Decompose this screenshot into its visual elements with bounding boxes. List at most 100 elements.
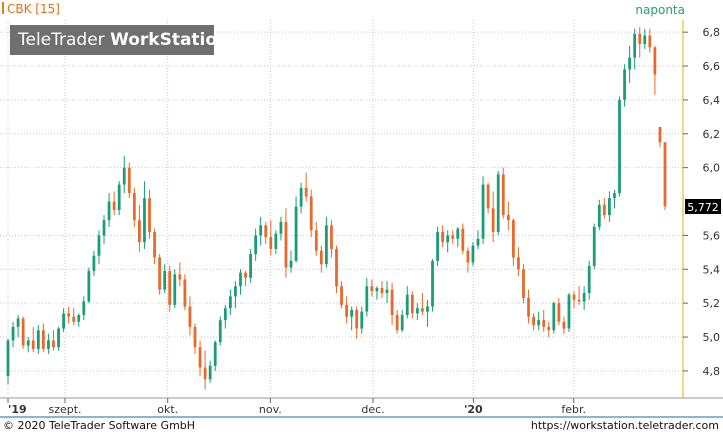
candle-body: [319, 250, 323, 265]
candle: [461, 223, 465, 255]
candle: [542, 309, 546, 332]
candle-body: [537, 320, 541, 326]
candle-body: [380, 287, 384, 293]
candle: [279, 216, 283, 241]
candle: [254, 228, 258, 261]
candle-body: [11, 326, 15, 341]
candle: [385, 281, 389, 304]
candle-body: [370, 286, 374, 292]
candle-body: [441, 232, 445, 243]
candle: [582, 286, 586, 310]
candle-body: [486, 184, 490, 209]
candle: [239, 269, 242, 295]
candle-body: [415, 308, 419, 314]
candle: [203, 350, 207, 390]
candle: [648, 28, 652, 53]
candle-body: [122, 167, 126, 185]
candle-series: [6, 27, 667, 390]
y-tick-label: 5,4: [703, 263, 721, 276]
footer-copyright: © 2020 TeleTrader Software GmbH: [3, 419, 196, 432]
candle: [92, 250, 96, 277]
candle: [597, 199, 601, 231]
candle: [506, 201, 510, 231]
candle: [158, 254, 162, 295]
candle: [274, 230, 278, 255]
candle: [476, 230, 480, 249]
candle-body: [228, 296, 232, 309]
candle: [31, 326, 35, 353]
candle: [178, 262, 182, 287]
y-axis: 4,8 5,0 5,2 5,4 5,6 6,0 6,2 6,4 6,6 6,8: [683, 26, 720, 378]
footer-url[interactable]: https://workstation.teletrader.com: [530, 419, 719, 432]
logo-product: WorkStation: [110, 30, 230, 50]
candle-body: [436, 232, 439, 261]
candle-body: [77, 315, 81, 322]
candle: [496, 171, 500, 236]
candle-body: [41, 330, 45, 349]
candle: [451, 230, 455, 244]
candle-body: [345, 304, 348, 317]
candle: [471, 242, 475, 266]
candle: [613, 189, 616, 209]
candle-body: [446, 235, 450, 243]
candle-body: [491, 208, 495, 233]
candle-body: [451, 235, 455, 239]
candle: [441, 225, 445, 248]
candle-body: [522, 269, 525, 299]
candle: [47, 333, 50, 354]
candle-body: [385, 289, 389, 293]
candle-body: [218, 320, 222, 343]
candle-body: [213, 342, 217, 366]
x-tick-label: febr.: [561, 403, 586, 416]
candle-body: [572, 294, 576, 300]
candle: [537, 311, 541, 331]
candle-body: [592, 226, 596, 266]
candle: [456, 226, 460, 248]
candle: [643, 28, 647, 50]
y-tick-label: 4,8: [703, 365, 721, 378]
candle: [623, 64, 626, 107]
candle: [587, 260, 591, 300]
candle-body: [426, 306, 429, 312]
candle: [213, 340, 217, 371]
candle-body: [112, 201, 116, 210]
candle: [299, 182, 303, 214]
candle-body: [16, 318, 20, 327]
candle: [122, 155, 126, 194]
x-axis: '19 szept. okt. nov. dec. '20 febr.: [7, 398, 586, 416]
candle: [527, 289, 530, 324]
candle: [415, 303, 419, 321]
candle: [112, 191, 116, 216]
candle-body: [456, 228, 460, 239]
candle: [390, 282, 394, 326]
candle-body: [198, 347, 202, 368]
candle: [572, 291, 576, 309]
candle: [6, 338, 10, 385]
candle-body: [274, 233, 278, 249]
last-price-marker: 5,772: [685, 199, 721, 214]
candle-body: [304, 187, 308, 197]
candle-body: [608, 198, 611, 216]
candle: [132, 187, 136, 227]
grid-lines: [0, 20, 683, 398]
candle: [618, 96, 621, 197]
candle: [602, 198, 606, 219]
interval-label[interactable]: naponta: [635, 3, 685, 17]
candle-body: [62, 313, 65, 329]
candle-body: [158, 257, 162, 290]
candle-body: [284, 221, 288, 268]
candle: [421, 292, 424, 316]
candle-body: [6, 340, 10, 376]
candle-body: [597, 204, 601, 227]
candle-body: [82, 301, 86, 316]
candle-body: [36, 330, 40, 349]
candle-body: [355, 309, 359, 329]
candle: [67, 306, 71, 324]
candle-body: [638, 33, 642, 45]
candle: [501, 167, 505, 219]
candle-body: [259, 225, 263, 236]
y-tick-label: 6,2: [703, 128, 721, 141]
candle-body: [466, 250, 470, 263]
candle-body: [506, 215, 510, 221]
